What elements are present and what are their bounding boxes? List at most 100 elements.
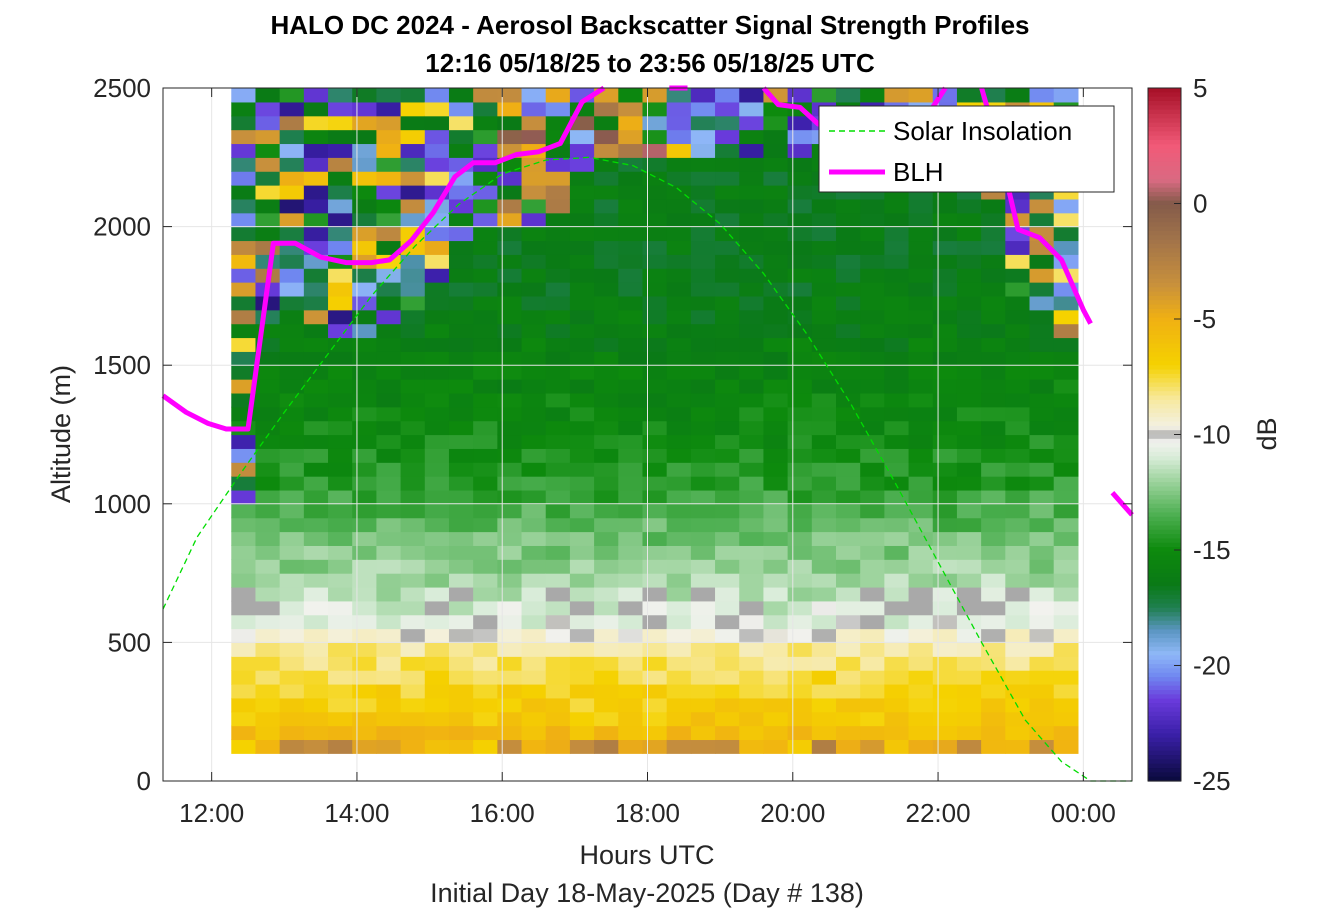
heatmap-cell — [860, 420, 885, 436]
heatmap-cell — [811, 337, 837, 352]
heatmap-cell — [1053, 323, 1079, 339]
heatmap-cell — [1005, 614, 1031, 630]
heatmap-cell — [787, 517, 813, 533]
heatmap-cell — [352, 697, 378, 713]
heatmap-cell — [956, 489, 982, 505]
heatmap-cell — [811, 489, 837, 505]
heatmap-cell — [666, 268, 692, 283]
heatmap-cell — [1005, 392, 1031, 408]
heatmap-cell — [981, 365, 1006, 380]
heatmap-cell — [448, 559, 474, 574]
heatmap-cell — [594, 323, 619, 339]
heatmap-cell — [545, 240, 571, 255]
heatmap-cell — [569, 254, 595, 269]
heatmap-cell — [981, 226, 1006, 242]
heatmap-cell — [352, 379, 378, 394]
heatmap-cell — [690, 365, 716, 380]
heatmap-cell — [473, 559, 498, 574]
heatmap-cell — [618, 531, 644, 546]
heatmap-cell — [594, 392, 619, 408]
heatmap-cell — [521, 115, 547, 131]
heatmap-cell — [400, 143, 426, 158]
heatmap-cell — [811, 198, 837, 214]
heatmap-cell — [303, 739, 329, 754]
heatmap-cell — [715, 573, 740, 588]
heatmap-cell — [956, 420, 982, 436]
heatmap-cell — [932, 420, 958, 436]
heatmap-cell — [690, 545, 716, 560]
heatmap-cell — [908, 711, 934, 727]
heatmap-cell — [497, 268, 523, 283]
colorbar-strip — [1148, 746, 1181, 752]
heatmap-cell — [473, 503, 498, 519]
heatmap-cell — [352, 365, 378, 380]
colorbar-strip — [1148, 252, 1181, 258]
heatmap-cell — [255, 171, 281, 186]
heatmap-cell — [956, 240, 982, 255]
heatmap-cell — [400, 420, 426, 436]
heatmap-cell — [690, 392, 716, 408]
heatmap-cell — [255, 476, 281, 491]
colorbar-strip — [1148, 321, 1181, 327]
heatmap-cell — [836, 254, 861, 269]
heatmap-cell — [448, 503, 474, 519]
heatmap-cell — [352, 462, 378, 477]
heatmap-cell — [424, 476, 450, 491]
heatmap-cell — [642, 739, 668, 754]
heatmap-cell — [908, 434, 934, 449]
heatmap-cell — [666, 573, 692, 588]
heatmap-cell — [279, 531, 305, 546]
heatmap-cell — [763, 531, 789, 546]
heatmap-cell — [666, 420, 692, 436]
heatmap-cell — [328, 545, 353, 560]
colorbar-strip — [1148, 217, 1181, 223]
heatmap-cell — [739, 268, 765, 283]
heatmap-cell — [763, 240, 789, 255]
heatmap-cell — [497, 711, 523, 727]
heatmap-cell — [860, 406, 885, 422]
heatmap-cell — [376, 683, 402, 699]
heatmap-cell — [618, 503, 644, 519]
heatmap-cell — [715, 282, 740, 297]
heatmap-cell — [352, 420, 378, 436]
heatmap-cell — [400, 171, 426, 186]
heatmap-cell — [739, 683, 765, 699]
colorbar-strip — [1148, 646, 1181, 652]
heatmap-cell — [545, 157, 571, 172]
heatmap-cell — [763, 115, 789, 131]
heatmap-cell — [666, 143, 692, 158]
heatmap-cell — [521, 656, 547, 671]
heatmap-cell — [255, 573, 281, 588]
heatmap-cell — [231, 476, 257, 491]
heatmap-cell — [690, 406, 716, 422]
heatmap-cell — [231, 489, 257, 505]
heatmap-cell — [376, 115, 402, 131]
heatmap-cell — [352, 198, 378, 214]
heatmap-cell — [666, 670, 692, 685]
heatmap-cell — [473, 115, 498, 131]
heatmap-cell — [545, 614, 571, 630]
heatmap-cell — [594, 157, 619, 172]
heatmap-cell — [763, 656, 789, 671]
heatmap-cell — [473, 323, 498, 339]
colorbar-strip — [1148, 625, 1181, 631]
heatmap-cell — [594, 337, 619, 352]
heatmap-cell — [497, 476, 523, 491]
heatmap-cell — [231, 697, 257, 713]
heatmap-cell — [569, 309, 595, 325]
heatmap-cell — [521, 392, 547, 408]
heatmap-cell — [569, 503, 595, 519]
heatmap-cell — [400, 517, 426, 533]
heatmap-cell — [424, 600, 450, 616]
heatmap-cell — [1053, 725, 1079, 741]
heatmap-cell — [884, 379, 910, 394]
heatmap-cell — [618, 725, 644, 741]
heatmap-cell — [836, 476, 861, 491]
heatmap-cell — [255, 586, 281, 602]
heatmap-cell — [1029, 406, 1055, 422]
heatmap-cell — [376, 711, 402, 727]
heatmap-cell — [763, 254, 789, 269]
heatmap-cell — [569, 282, 595, 297]
heatmap-cell — [666, 448, 692, 463]
